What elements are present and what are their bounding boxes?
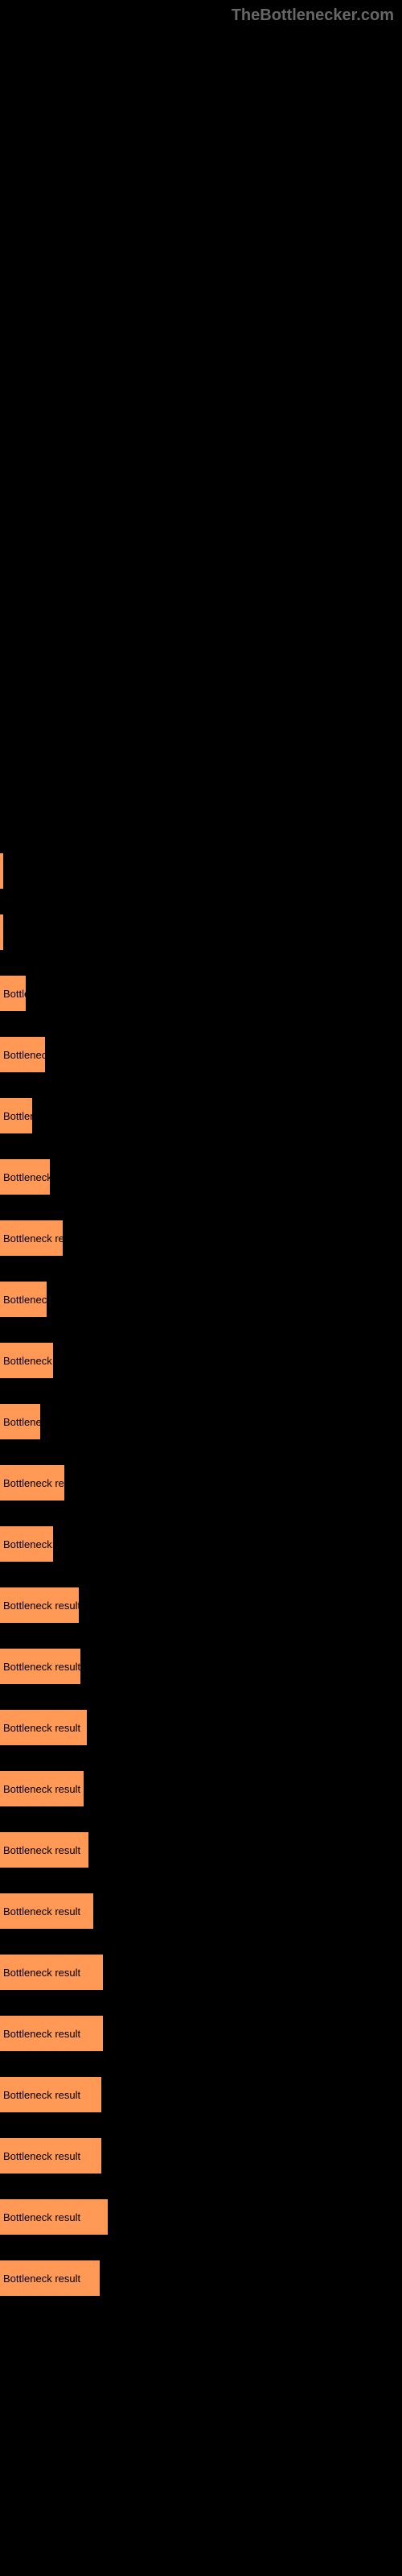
bar-row: Bottlenec — [0, 1404, 402, 1439]
chart-bar — [0, 914, 3, 950]
chart-bar: Bottleneck r — [0, 1282, 47, 1317]
chart-bar: Bottlen — [0, 1098, 32, 1133]
bar-row: Bottleneck re — [0, 1343, 402, 1378]
bar-row: Bottleneck result — [0, 2077, 402, 2112]
chart-bar: Bottleneck re — [0, 1343, 53, 1378]
bar-chart: Bottle Bottleneck Bottlen Bottleneck r Bottl… — [0, 853, 402, 2322]
chart-bar: Bottleneck result — [0, 1771, 84, 1806]
bar-row: Bottleneck re — [0, 1526, 402, 1562]
chart-bar — [0, 853, 3, 889]
bar-row: Bottleneck result — [0, 1893, 402, 1929]
bar-row: Bottleneck result — [0, 1587, 402, 1623]
watermark-text: TheBottlenecker.com — [232, 6, 394, 25]
chart-bar: Bottleneck result — [0, 2138, 101, 2174]
bar-row: Bottleneck result — [0, 2260, 402, 2296]
chart-bar: Bottleneck result — [0, 2016, 103, 2051]
chart-bar: Bottle — [0, 976, 26, 1011]
bar-row: Bottle — [0, 976, 402, 1011]
chart-bar: Bottleneck result — [0, 2077, 101, 2112]
bar-row: Bottleneck resu — [0, 1220, 402, 1256]
chart-bar: Bottleneck result — [0, 1587, 79, 1623]
chart-bar: Bottlenec — [0, 1404, 40, 1439]
bar-row: Bottleneck result — [0, 1832, 402, 1868]
bar-row: Bottleneck r — [0, 1159, 402, 1195]
bar-row: Bottlen — [0, 1098, 402, 1133]
bar-row: Bottleneck result — [0, 1710, 402, 1745]
chart-bar: Bottleneck result — [0, 1649, 80, 1684]
chart-bar: Bottleneck result — [0, 1710, 87, 1745]
chart-bar: Bottleneck result — [0, 2199, 108, 2235]
chart-bar: Bottleneck — [0, 1037, 45, 1072]
bar-row: Bottleneck result — [0, 2138, 402, 2174]
chart-bar: Bottleneck result — [0, 1893, 93, 1929]
chart-bar: Bottleneck result — [0, 2260, 100, 2296]
bar-row — [0, 853, 402, 889]
bar-row: Bottleneck resu — [0, 1465, 402, 1501]
chart-bar: Bottleneck re — [0, 1526, 53, 1562]
bar-row: Bottleneck — [0, 1037, 402, 1072]
bar-row: Bottleneck result — [0, 1649, 402, 1684]
chart-bar: Bottleneck resu — [0, 1465, 64, 1501]
chart-bar: Bottleneck result — [0, 1832, 88, 1868]
bar-row: Bottleneck result — [0, 1955, 402, 1990]
bar-row — [0, 914, 402, 950]
chart-bar: Bottleneck r — [0, 1159, 50, 1195]
bar-row: Bottleneck result — [0, 2016, 402, 2051]
bar-row: Bottleneck result — [0, 2199, 402, 2235]
chart-bar: Bottleneck result — [0, 1955, 103, 1990]
chart-bar: Bottleneck resu — [0, 1220, 63, 1256]
bar-row: Bottleneck r — [0, 1282, 402, 1317]
bar-row: Bottleneck result — [0, 1771, 402, 1806]
